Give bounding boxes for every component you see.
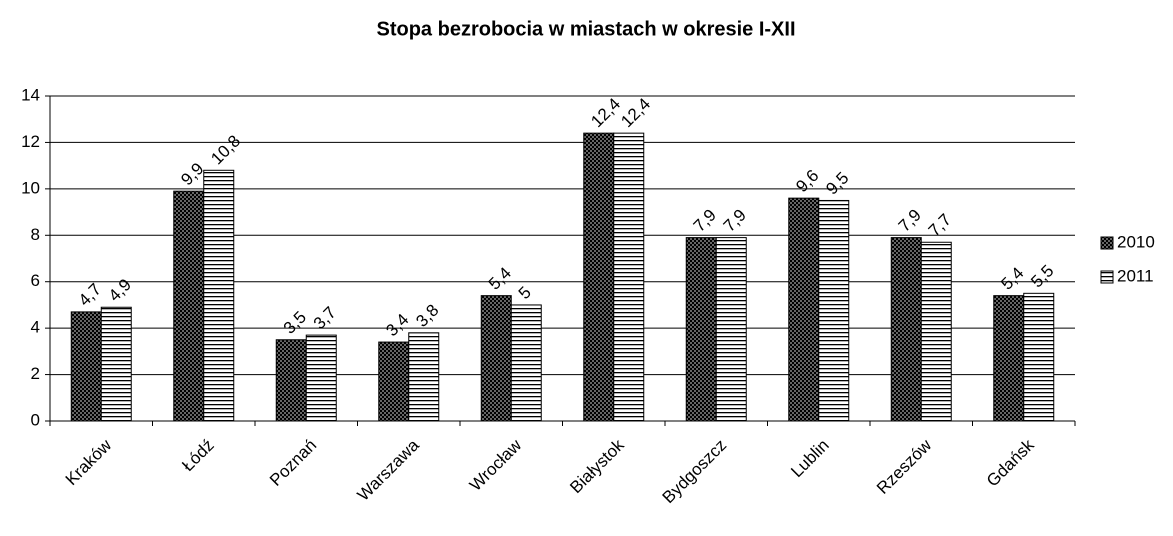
y-tick-label: 14	[21, 85, 40, 104]
data-label: 7,9	[895, 205, 925, 235]
bar	[993, 295, 1025, 422]
data-label: 12,4	[617, 94, 654, 131]
data-label: 9,5	[822, 168, 852, 198]
x-tick-label: Lublin	[787, 436, 833, 482]
bar	[480, 295, 512, 422]
y-tick-label: 4	[31, 318, 40, 337]
data-label: 9,9	[177, 159, 207, 189]
legend-label: 2010	[1117, 232, 1155, 251]
x-tick-label: Gdańsk	[983, 435, 1038, 490]
bar	[613, 132, 645, 422]
x-tick-label: Kraków	[62, 435, 116, 489]
data-label: 9,6	[792, 166, 822, 196]
y-tick-label: 12	[21, 132, 40, 151]
x-tick-label: Łódź	[178, 436, 218, 476]
x-tick-label: Rzeszów	[873, 435, 936, 498]
legend-swatch	[1100, 236, 1114, 250]
x-tick-label: Warszawa	[354, 435, 423, 504]
bar	[510, 304, 542, 422]
data-label: 4,7	[75, 280, 105, 310]
bar	[100, 306, 132, 422]
bar	[715, 237, 747, 422]
data-label: 5,4	[997, 263, 1027, 293]
data-label: 5,4	[485, 263, 515, 293]
bar	[583, 132, 615, 422]
data-label: 12,4	[587, 94, 624, 131]
chart-title: Stopa bezrobocia w miastach w okresie I-…	[376, 18, 795, 40]
y-tick-label: 10	[21, 178, 40, 197]
y-tick-label: 8	[31, 225, 40, 244]
y-tick-label: 0	[31, 410, 40, 429]
bar	[378, 341, 410, 422]
bar	[920, 241, 952, 422]
y-tick-label: 2	[31, 364, 40, 383]
bar	[818, 199, 850, 422]
x-tick-label: Wrocław	[466, 435, 526, 495]
data-label: 3,8	[412, 301, 442, 331]
bar	[685, 237, 717, 422]
legend-swatch	[1100, 270, 1114, 284]
bar	[275, 339, 307, 422]
bar	[1023, 292, 1055, 422]
bar	[408, 332, 440, 422]
data-label: 5,5	[1027, 261, 1057, 291]
data-label: 5	[515, 283, 535, 303]
bar	[173, 190, 205, 422]
data-label: 3,5	[280, 308, 310, 338]
bar	[890, 237, 922, 422]
bar	[305, 334, 337, 422]
data-label: 3,4	[382, 310, 412, 340]
data-label: 7,9	[720, 205, 750, 235]
x-tick-label: Poznań	[266, 436, 320, 490]
data-label: 10,8	[207, 131, 244, 168]
x-tick-label: Bydgoszcz	[659, 436, 731, 508]
x-tick-label: Białystok	[566, 435, 628, 497]
data-label: 7,9	[690, 205, 720, 235]
data-label: 4,9	[105, 275, 135, 305]
bar	[203, 169, 235, 422]
bar	[70, 311, 102, 422]
bar	[788, 197, 820, 422]
y-tick-label: 6	[31, 271, 40, 290]
legend-label: 2011	[1117, 266, 1154, 285]
